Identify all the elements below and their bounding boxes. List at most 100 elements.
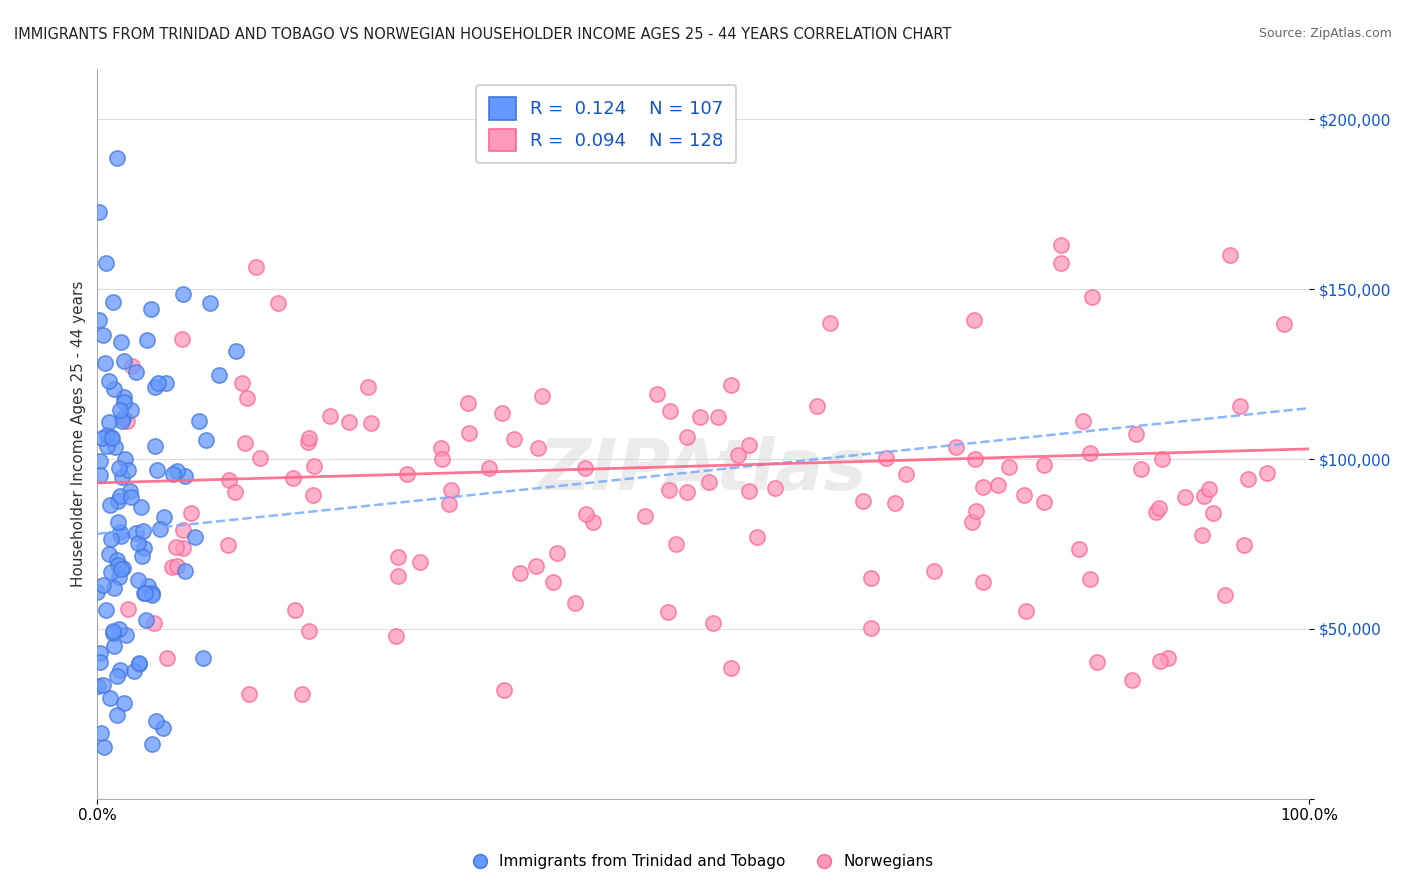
Point	[191, 651, 214, 665]
Point	[432, 452, 454, 467]
Point	[103, 581, 125, 595]
Point	[100, 533, 122, 547]
Point	[136, 579, 159, 593]
Point	[224, 484, 246, 499]
Point	[689, 409, 711, 424]
Point	[509, 566, 531, 580]
Point	[963, 313, 986, 327]
Point	[564, 596, 586, 610]
Point	[1121, 673, 1143, 688]
Point	[89, 313, 111, 327]
Point	[319, 409, 342, 423]
Point	[1015, 604, 1038, 618]
Point	[111, 470, 134, 484]
Point	[408, 555, 430, 569]
Point	[97, 547, 120, 561]
Point	[298, 624, 321, 638]
Point	[1081, 290, 1104, 304]
Point	[111, 411, 134, 425]
Point	[1032, 458, 1054, 473]
Point	[737, 437, 759, 451]
Point	[1256, 466, 1278, 480]
Point	[108, 461, 131, 475]
Point	[100, 431, 122, 445]
Point	[101, 624, 124, 639]
Point	[231, 376, 253, 390]
Point	[457, 396, 479, 410]
Point	[96, 428, 118, 442]
Point	[998, 460, 1021, 475]
Point	[117, 462, 139, 476]
Point	[702, 615, 724, 630]
Point	[883, 496, 905, 510]
Point	[502, 432, 524, 446]
Point	[1144, 505, 1167, 519]
Point	[110, 335, 132, 350]
Point	[1147, 500, 1170, 515]
Point	[149, 522, 172, 536]
Point	[1237, 472, 1260, 486]
Point	[527, 441, 550, 455]
Point	[111, 561, 134, 575]
Point	[218, 473, 240, 487]
Point	[141, 588, 163, 602]
Point	[236, 392, 259, 406]
Point	[148, 376, 170, 390]
Point	[132, 524, 155, 538]
Point	[1272, 318, 1295, 332]
Point	[139, 301, 162, 316]
Point	[360, 416, 382, 430]
Point	[430, 441, 453, 455]
Point	[155, 376, 177, 390]
Point	[1194, 490, 1216, 504]
Point	[1229, 400, 1251, 414]
Point	[1078, 572, 1101, 586]
Point	[291, 687, 314, 701]
Point	[852, 494, 875, 508]
Point	[233, 435, 256, 450]
Point	[127, 536, 149, 550]
Point	[105, 669, 128, 683]
Point	[128, 657, 150, 672]
Point	[357, 380, 380, 394]
Point	[112, 354, 135, 368]
Point	[160, 560, 183, 574]
Point	[120, 490, 142, 504]
Point	[1080, 446, 1102, 460]
Point	[170, 332, 193, 346]
Point	[1032, 495, 1054, 509]
Point	[153, 510, 176, 524]
Point	[526, 559, 548, 574]
Point	[141, 585, 163, 599]
Point	[200, 295, 222, 310]
Point	[94, 256, 117, 270]
Point	[440, 483, 463, 498]
Point	[100, 566, 122, 580]
Point	[1198, 483, 1220, 497]
Point	[105, 553, 128, 567]
Text: IMMIGRANTS FROM TRINIDAD AND TOBAGO VS NORWEGIAN HOUSEHOLDER INCOME AGES 25 - 44: IMMIGRANTS FROM TRINIDAD AND TOBAGO VS N…	[14, 27, 952, 42]
Point	[945, 440, 967, 454]
Point	[965, 504, 987, 518]
Point	[806, 399, 828, 413]
Point	[108, 663, 131, 677]
Point	[1149, 654, 1171, 668]
Point	[1213, 588, 1236, 602]
Point	[132, 541, 155, 556]
Point	[395, 467, 418, 481]
Point	[125, 365, 148, 379]
Point	[634, 508, 657, 523]
Point	[156, 650, 179, 665]
Point	[107, 515, 129, 529]
Point	[166, 558, 188, 573]
Point	[107, 558, 129, 573]
Point	[457, 426, 479, 441]
Point	[859, 621, 882, 635]
Point	[91, 327, 114, 342]
Point	[245, 260, 267, 275]
Point	[87, 679, 110, 693]
Point	[665, 536, 688, 550]
Point	[145, 714, 167, 728]
Point	[100, 430, 122, 444]
Point	[208, 368, 231, 383]
